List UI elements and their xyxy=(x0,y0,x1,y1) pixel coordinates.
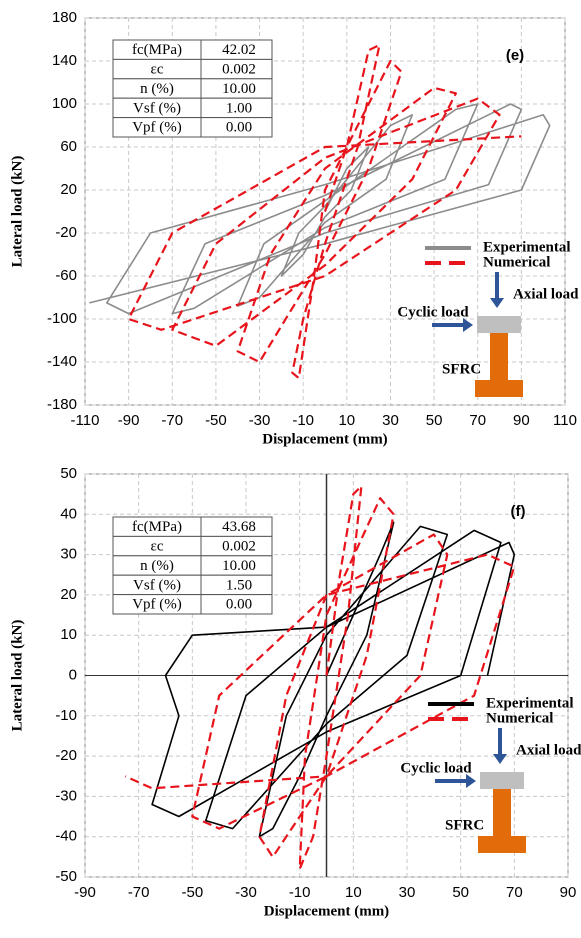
x-tick-label: 90 xyxy=(560,884,577,901)
table-value: 0.00 xyxy=(226,120,252,136)
series-line xyxy=(127,43,522,380)
table-value: 1.50 xyxy=(226,577,252,593)
x-tick-label: -50 xyxy=(181,884,203,901)
cyclic-arrow-head xyxy=(463,318,473,332)
axial-arrow-head xyxy=(493,754,507,764)
y-tick-label: -50 xyxy=(55,868,77,885)
x-tick-label: 70 xyxy=(506,884,523,901)
y-tick-label: -30 xyxy=(55,787,77,804)
series-line xyxy=(89,103,551,315)
column-body xyxy=(490,333,508,381)
y-tick-label: 100 xyxy=(52,95,77,112)
table-label: fc(MPa) xyxy=(132,42,182,58)
cyclic-arrow-head xyxy=(466,774,476,788)
table-value: 42.02 xyxy=(222,42,256,58)
x-tick-label: 10 xyxy=(345,884,362,901)
table-label: Vpf (%) xyxy=(132,597,182,613)
axial-arrow-head xyxy=(490,298,504,308)
y-tick-label: 0 xyxy=(69,666,77,683)
panel-label: (e) xyxy=(506,47,524,64)
y-tick-label: 40 xyxy=(60,505,77,522)
table-label: fc(MPa) xyxy=(132,519,182,535)
y-tick-label: -180 xyxy=(47,396,77,413)
y-tick-label: 20 xyxy=(60,181,77,198)
x-tick-label: -90 xyxy=(74,884,96,901)
table-cell xyxy=(200,117,273,138)
legend-label: Experimental xyxy=(486,695,574,711)
table-label: Vpf (%) xyxy=(132,120,182,136)
table-value: 43.68 xyxy=(222,519,256,535)
legend-label: Experimental xyxy=(483,239,571,255)
x-tick-label: 110 xyxy=(553,412,577,429)
x-tick-label: -70 xyxy=(161,412,183,429)
table-label: n (%) xyxy=(140,558,174,574)
x-tick-label: 70 xyxy=(469,412,486,429)
x-tick-label: -50 xyxy=(205,412,227,429)
x-tick-label: 30 xyxy=(399,884,416,901)
x-tick-label: -30 xyxy=(249,412,271,429)
column-base xyxy=(478,836,526,853)
y-tick-label: -20 xyxy=(55,747,77,764)
x-tick-label: -10 xyxy=(289,884,311,901)
column-head xyxy=(477,316,521,333)
y-tick-label: 50 xyxy=(60,465,77,482)
table-label: Vsf (%) xyxy=(133,577,181,593)
diagram-label: Axial load xyxy=(513,286,579,302)
diagram-label: Axial load xyxy=(516,742,581,758)
diagram-label: SFRC xyxy=(445,817,484,833)
x-tick-label: -30 xyxy=(235,884,257,901)
legend-label: Numerical xyxy=(486,710,553,726)
table-label: εc xyxy=(151,62,164,78)
panel-label: (f) xyxy=(511,503,526,520)
diagram-label: SFRC xyxy=(442,361,481,377)
y-tick-label: 30 xyxy=(60,546,77,563)
table-value: 0.002 xyxy=(222,539,256,555)
table-value: 10.00 xyxy=(222,558,256,574)
x-axis-label: Displacement (mm) xyxy=(262,431,387,447)
column-base xyxy=(475,380,523,397)
y-tick-label: -140 xyxy=(47,353,77,370)
y-tick-label: 10 xyxy=(60,626,77,643)
x-tick-label: 10 xyxy=(338,412,355,429)
y-tick-label: -10 xyxy=(55,707,77,724)
y-tick-label: 20 xyxy=(60,586,77,603)
y-tick-label: 180 xyxy=(52,9,77,26)
x-tick-label: 90 xyxy=(513,412,530,429)
series-line xyxy=(124,485,516,870)
diagram-label: Cyclic load xyxy=(397,304,469,320)
x-tick-label: 50 xyxy=(426,412,443,429)
table-value: 0.00 xyxy=(226,597,252,613)
x-tick-label: -90 xyxy=(118,412,140,429)
table-label: εc xyxy=(151,539,164,555)
x-tick-label: 50 xyxy=(452,884,469,901)
column-body xyxy=(493,789,511,837)
y-tick-label: -20 xyxy=(55,224,77,241)
table-value: 0.002 xyxy=(222,62,256,78)
series-line xyxy=(151,521,516,838)
y-tick-label: -40 xyxy=(55,828,77,845)
table-value: 1.00 xyxy=(226,100,252,116)
diagram-label: Cyclic load xyxy=(400,760,472,776)
y-axis-label: Lateral load (kN) xyxy=(9,620,25,732)
y-tick-label: -60 xyxy=(55,267,77,284)
x-tick-label: 30 xyxy=(382,412,399,429)
column-head xyxy=(480,772,524,789)
x-tick-label: -70 xyxy=(128,884,150,901)
table-label: n (%) xyxy=(140,81,174,97)
legend-label: Numerical xyxy=(483,254,550,270)
y-axis-label: Lateral load (kN) xyxy=(9,156,25,268)
y-tick-label: -100 xyxy=(47,310,77,327)
x-tick-label: -110 xyxy=(71,412,100,429)
table-cell xyxy=(200,594,273,615)
table-label: Vsf (%) xyxy=(133,100,181,116)
x-axis-label: Displacement (mm) xyxy=(264,903,389,919)
x-tick-label: -10 xyxy=(292,412,314,429)
table-value: 10.00 xyxy=(222,81,256,97)
y-tick-label: 140 xyxy=(52,52,77,69)
y-tick-label: 60 xyxy=(60,138,77,155)
